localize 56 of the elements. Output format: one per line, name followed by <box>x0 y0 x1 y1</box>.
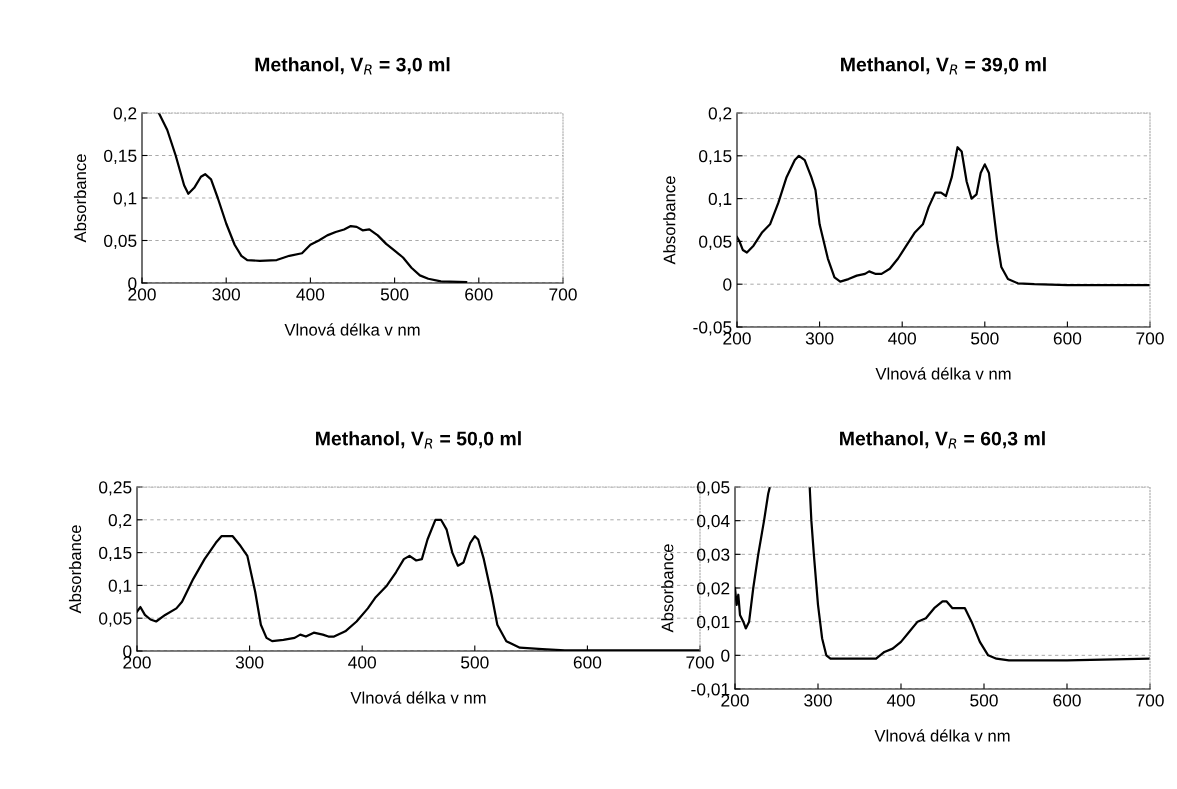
y-tick-label: 0,15 <box>699 149 732 165</box>
y-tick-label: 0,01 <box>697 615 730 631</box>
x-tick-label: 300 <box>212 288 241 301</box>
x-tick-label: 500 <box>971 332 999 345</box>
x-tick-label: 300 <box>805 332 834 345</box>
x-tick-label: 700 <box>686 656 714 669</box>
x-tick-label: 600 <box>1053 694 1081 707</box>
x-tick-label: 300 <box>235 656 264 669</box>
chart-title: Methanol, V$_{R}$ = 3,0 ml <box>255 57 450 75</box>
y-tick-label: 0,1 <box>113 192 137 207</box>
x-tick-label: 500 <box>970 694 998 707</box>
x-tick-label: 600 <box>1053 332 1082 345</box>
x-axis-title: Vlnová délka v nm <box>875 367 1011 380</box>
chart-title: Methanol, V$_{R}$ = 50,0 ml <box>316 431 521 449</box>
y-tick-label: 0,05 <box>697 481 730 496</box>
y-tick-label: 0,04 <box>697 514 730 530</box>
y-tick-label: 0,1 <box>708 192 732 208</box>
y-tick-label: 0,15 <box>104 149 137 165</box>
y-tick-label: 0,2 <box>113 107 137 122</box>
x-axis-title: Vlnová délka v nm <box>284 323 420 336</box>
y-tick-label: 0,05 <box>104 234 137 250</box>
x-tick-label: 500 <box>461 656 489 669</box>
chart-title: Methanol, V$_{R}$ = 39,0 ml <box>841 57 1046 75</box>
y-axis-title: Absorbance <box>661 544 674 633</box>
x-axis-title: Vlnová délka v nm <box>350 691 486 704</box>
x-tick-label: 400 <box>296 288 325 301</box>
y-axis-title: Absorbance <box>68 525 82 614</box>
x-tick-label: 500 <box>380 288 409 301</box>
x-tick-label: 400 <box>888 332 917 345</box>
x-tick-label: 300 <box>804 694 832 707</box>
y-tick-label: 0 <box>721 649 730 662</box>
y-tick-label: 0,25 <box>99 481 132 496</box>
x-tick-label: 600 <box>465 288 493 301</box>
y-tick-label: 0,03 <box>697 548 730 563</box>
y-tick-label: 0,15 <box>99 546 132 562</box>
x-tick-label: 400 <box>348 656 377 669</box>
x-tick-label: 400 <box>886 694 915 707</box>
y-tick-label: 0,2 <box>708 107 732 122</box>
y-tick-label: 0,2 <box>108 513 132 529</box>
x-tick-label: 700 <box>549 288 577 301</box>
y-axis-title: Absorbance <box>663 176 676 265</box>
x-tick-label: 200 <box>128 288 156 301</box>
x-tick-label: 700 <box>1136 694 1164 707</box>
x-axis-title: Vlnová délka v nm <box>874 729 1010 742</box>
y-tick-label: 0 <box>128 277 137 290</box>
y-tick-label: 0,1 <box>108 579 132 594</box>
y-axis-title: Absorbance <box>73 154 87 243</box>
y-tick-label: 0 <box>123 645 132 658</box>
x-tick-label: 200 <box>123 656 151 669</box>
x-tick-label: 600 <box>573 656 602 669</box>
y-tick-label: 0,02 <box>697 582 730 597</box>
y-tick-label: 0 <box>723 278 732 291</box>
y-tick-label: 0,05 <box>699 235 732 250</box>
x-tick-label: 700 <box>1136 332 1164 345</box>
y-tick-label: 0,05 <box>99 612 132 627</box>
chart-title: Methanol, V$_{R}$ = 60,3 ml <box>840 431 1045 449</box>
